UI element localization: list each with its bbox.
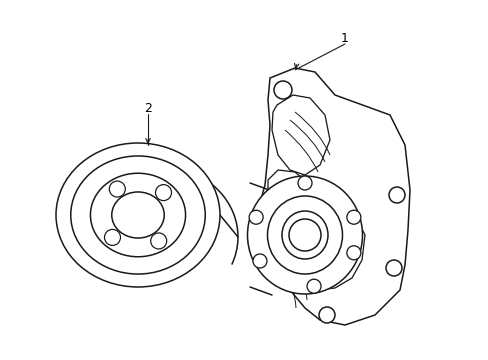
Ellipse shape — [71, 156, 205, 274]
Circle shape — [385, 260, 401, 276]
Circle shape — [297, 176, 311, 190]
Circle shape — [252, 254, 266, 268]
Text: 1: 1 — [340, 32, 348, 45]
Ellipse shape — [56, 143, 220, 287]
Ellipse shape — [247, 176, 362, 294]
Circle shape — [306, 279, 321, 293]
Circle shape — [288, 219, 320, 251]
Ellipse shape — [112, 192, 164, 238]
Circle shape — [346, 210, 360, 224]
Polygon shape — [262, 170, 364, 290]
Circle shape — [248, 210, 263, 224]
Circle shape — [318, 307, 334, 323]
Circle shape — [346, 246, 360, 260]
Ellipse shape — [267, 196, 342, 274]
Circle shape — [273, 81, 291, 99]
Circle shape — [150, 233, 166, 249]
Polygon shape — [254, 68, 409, 325]
Circle shape — [104, 229, 120, 246]
Text: 2: 2 — [144, 102, 152, 114]
Ellipse shape — [90, 173, 185, 257]
Circle shape — [155, 185, 171, 201]
Circle shape — [109, 181, 125, 197]
Circle shape — [388, 187, 404, 203]
Polygon shape — [271, 95, 329, 175]
Ellipse shape — [282, 211, 327, 259]
